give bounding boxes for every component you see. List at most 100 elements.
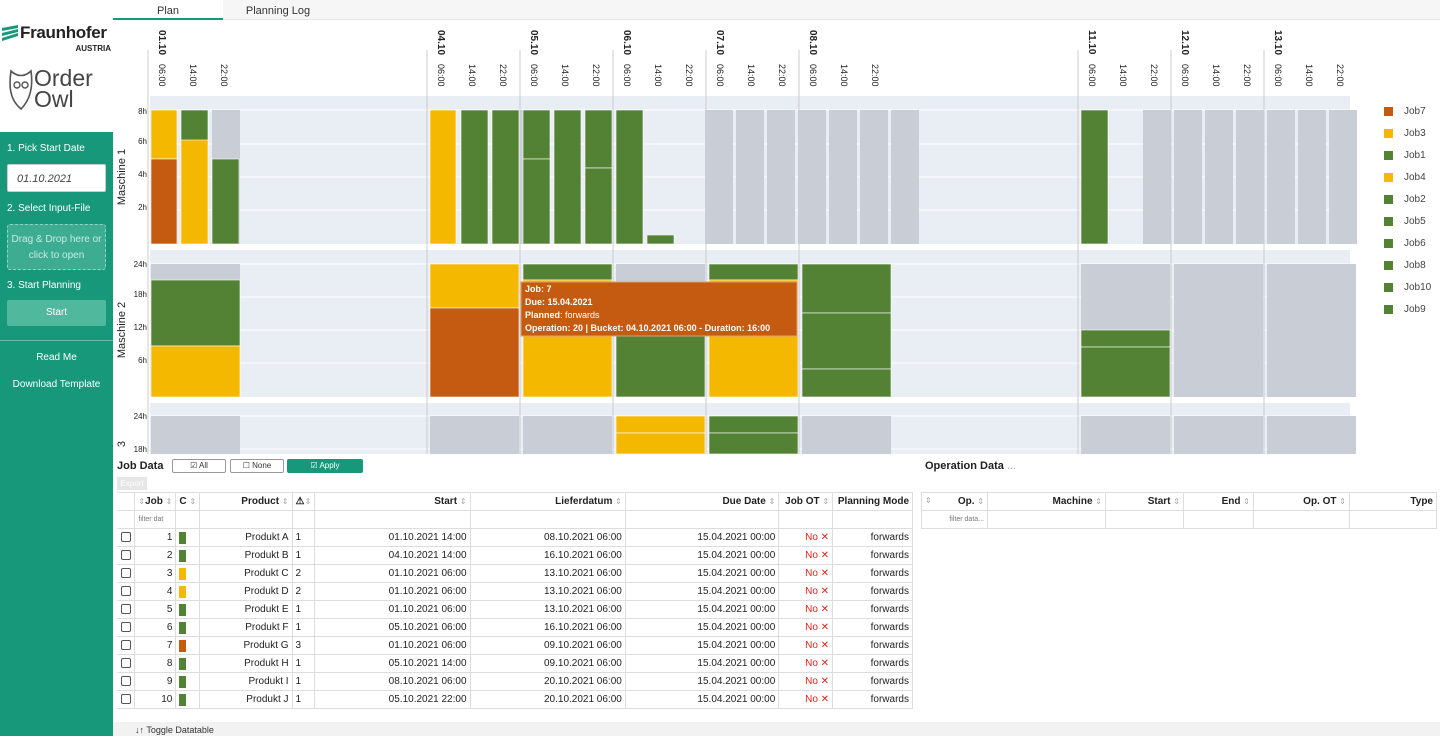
start-planning-button[interactable]: Start bbox=[7, 300, 106, 326]
job-ot-cell: No ✕ bbox=[778, 582, 834, 601]
count-cell: 1 bbox=[291, 528, 316, 547]
table-row[interactable]: 5 Produkt E 1 01.10.2021 06:00 13.10.2021 06… bbox=[117, 600, 913, 619]
export-button[interactable]: Export bbox=[117, 477, 147, 490]
col-op-start[interactable]: Start ⇕ bbox=[1105, 492, 1184, 511]
row-checkbox-cell[interactable] bbox=[117, 690, 136, 709]
table-row[interactable]: 3 Produkt C 2 01.10.2021 06:00 13.10.2021 06… bbox=[117, 564, 913, 583]
row-checkbox[interactable] bbox=[120, 658, 131, 669]
col-product[interactable]: Product ⇕ bbox=[199, 492, 293, 511]
col-start[interactable]: Start ⇕ bbox=[314, 492, 471, 511]
row-checkbox-cell[interactable] bbox=[117, 654, 136, 673]
planning-mode-cell: forwards bbox=[832, 564, 913, 583]
row-checkbox-cell[interactable] bbox=[117, 636, 136, 655]
table-row[interactable]: 6 Produkt F 1 05.10.2021 06:00 16.10.2021 06… bbox=[117, 618, 913, 637]
bar-job1 bbox=[211, 158, 240, 245]
table-row[interactable]: 1 Produkt A 1 01.10.2021 14:00 08.10.2021 06… bbox=[117, 528, 913, 547]
table-row[interactable]: 9 Produkt I 1 08.10.2021 06:00 20.10.2021 06… bbox=[117, 672, 913, 691]
color-cell bbox=[175, 528, 201, 547]
table-row[interactable]: 7 Produkt G 3 01.10.2021 06:00 09.10.2021 06… bbox=[117, 636, 913, 655]
legend-item[interactable]: Job8 bbox=[1384, 254, 1440, 276]
toggle-datatable-button[interactable]: ↓↑ Toggle Datatable bbox=[113, 722, 1440, 736]
row-checkbox[interactable] bbox=[120, 622, 131, 633]
bar-job10 bbox=[1080, 329, 1171, 348]
row-checkbox[interactable] bbox=[120, 604, 131, 615]
count-cell: 1 bbox=[291, 600, 316, 619]
axis-tick: 6h bbox=[138, 356, 147, 365]
col-machine[interactable]: Machine ⇕ bbox=[987, 492, 1106, 511]
row-checkbox-cell[interactable] bbox=[117, 600, 136, 619]
row-checkbox[interactable] bbox=[120, 676, 131, 687]
tab-plan[interactable]: Plan bbox=[113, 0, 223, 20]
row-checkbox[interactable] bbox=[120, 586, 131, 597]
job-ot-cell: No ✕ bbox=[778, 690, 834, 709]
legend-item[interactable]: Job5 bbox=[1384, 210, 1440, 232]
job-color-swatch bbox=[179, 639, 187, 652]
color-cell bbox=[175, 546, 201, 565]
row-checkbox-cell[interactable] bbox=[117, 546, 136, 565]
col-job[interactable]: ⇕Job ⇕ bbox=[134, 492, 177, 511]
file-dropzone[interactable]: Drag & Drop here or click to open bbox=[7, 224, 106, 270]
row-checkbox[interactable] bbox=[120, 568, 131, 579]
color-cell bbox=[175, 600, 201, 619]
col-due-date[interactable]: Due Date ⇕ bbox=[624, 492, 780, 511]
select-all-button[interactable]: ☑ All bbox=[172, 459, 226, 473]
row-checkbox[interactable] bbox=[120, 640, 131, 651]
bar-job4 bbox=[615, 415, 706, 434]
select-none-button[interactable]: ☐ None bbox=[230, 459, 284, 473]
col-job-ot[interactable]: Job OT ⇕ bbox=[778, 492, 834, 511]
col-color[interactable]: C ⇕ bbox=[175, 492, 201, 511]
legend-item[interactable]: Job9 bbox=[1384, 298, 1440, 320]
job-filter-input[interactable]: filter dat bbox=[134, 510, 177, 529]
download-template-link[interactable]: Download Template bbox=[12, 379, 101, 390]
row-checkbox-cell[interactable] bbox=[117, 582, 136, 601]
op-filter-input[interactable]: filter data... bbox=[921, 510, 988, 529]
legend-item[interactable]: Job7 bbox=[1384, 100, 1440, 122]
bar-job6 bbox=[522, 109, 551, 160]
col-planning-mode[interactable]: Planning Mode bbox=[832, 492, 913, 511]
legend-item[interactable]: Job4 bbox=[1384, 166, 1440, 188]
legend-swatch bbox=[1384, 238, 1393, 248]
count-cell: 1 bbox=[291, 618, 316, 637]
row-checkbox[interactable] bbox=[120, 532, 131, 543]
read-me-link[interactable]: Read Me bbox=[36, 352, 77, 363]
col-op-end[interactable]: End ⇕ bbox=[1183, 492, 1254, 511]
row-checkbox-cell[interactable] bbox=[117, 564, 136, 583]
col-op-ot[interactable]: Op. OT ⇕ bbox=[1253, 492, 1350, 511]
bar-job3 bbox=[429, 263, 520, 309]
legend-item[interactable]: Job1 bbox=[1384, 144, 1440, 166]
axis-tick: 24h bbox=[134, 260, 147, 269]
legend-item[interactable]: Job10 bbox=[1384, 276, 1440, 298]
legend-item[interactable]: Job2 bbox=[1384, 188, 1440, 210]
axis-tick: 12h bbox=[134, 323, 147, 332]
table-row[interactable]: 4 Produkt D 2 01.10.2021 06:00 13.10.2021 06… bbox=[117, 582, 913, 601]
row-checkbox-cell[interactable] bbox=[117, 618, 136, 637]
job-cell: 10 bbox=[134, 690, 177, 709]
tab-planning-log[interactable]: Planning Log bbox=[245, 5, 311, 17]
row-checkbox-cell[interactable] bbox=[117, 528, 136, 547]
color-cell bbox=[175, 618, 201, 637]
time-label: 14:00 bbox=[1304, 64, 1314, 87]
table-row[interactable]: 10 Produkt J 1 05.10.2021 22:00 20.10.2021 0… bbox=[117, 690, 913, 709]
color-cell bbox=[175, 636, 201, 655]
start-cell: 01.10.2021 06:00 bbox=[314, 564, 471, 583]
table-row[interactable]: 8 Produkt H 1 05.10.2021 14:00 09.10.2021 06… bbox=[117, 654, 913, 673]
lieferdatum-cell: 13.10.2021 06:00 bbox=[469, 600, 626, 619]
row-checkbox[interactable] bbox=[120, 550, 131, 561]
table-row[interactable]: 2 Produkt B 1 04.10.2021 14:00 16.10.2021 06… bbox=[117, 546, 913, 565]
col-type[interactable]: Type bbox=[1349, 492, 1437, 511]
legend-item[interactable]: Job6 bbox=[1384, 232, 1440, 254]
col-warning[interactable]: ⚠⇕ bbox=[291, 492, 316, 511]
col-lieferdatum[interactable]: Lieferdatum ⇕ bbox=[469, 492, 626, 511]
capacity-slot bbox=[1267, 110, 1295, 244]
row-checkbox-cell[interactable] bbox=[117, 672, 136, 691]
time-label: 22:00 bbox=[591, 64, 601, 87]
row-checkbox[interactable] bbox=[120, 694, 131, 705]
bar-job5 bbox=[150, 279, 241, 347]
bar-job1 bbox=[180, 109, 209, 141]
apply-button[interactable]: ☑ Apply bbox=[287, 459, 363, 473]
bar-job10 bbox=[615, 109, 644, 245]
legend-item[interactable]: Job3 bbox=[1384, 122, 1440, 144]
start-date-input[interactable]: 01.10.2021 bbox=[7, 164, 106, 192]
due-date-cell: 15.04.2021 00:00 bbox=[624, 600, 780, 619]
col-op[interactable]: ⇕ Op. ⇕ bbox=[921, 492, 988, 511]
